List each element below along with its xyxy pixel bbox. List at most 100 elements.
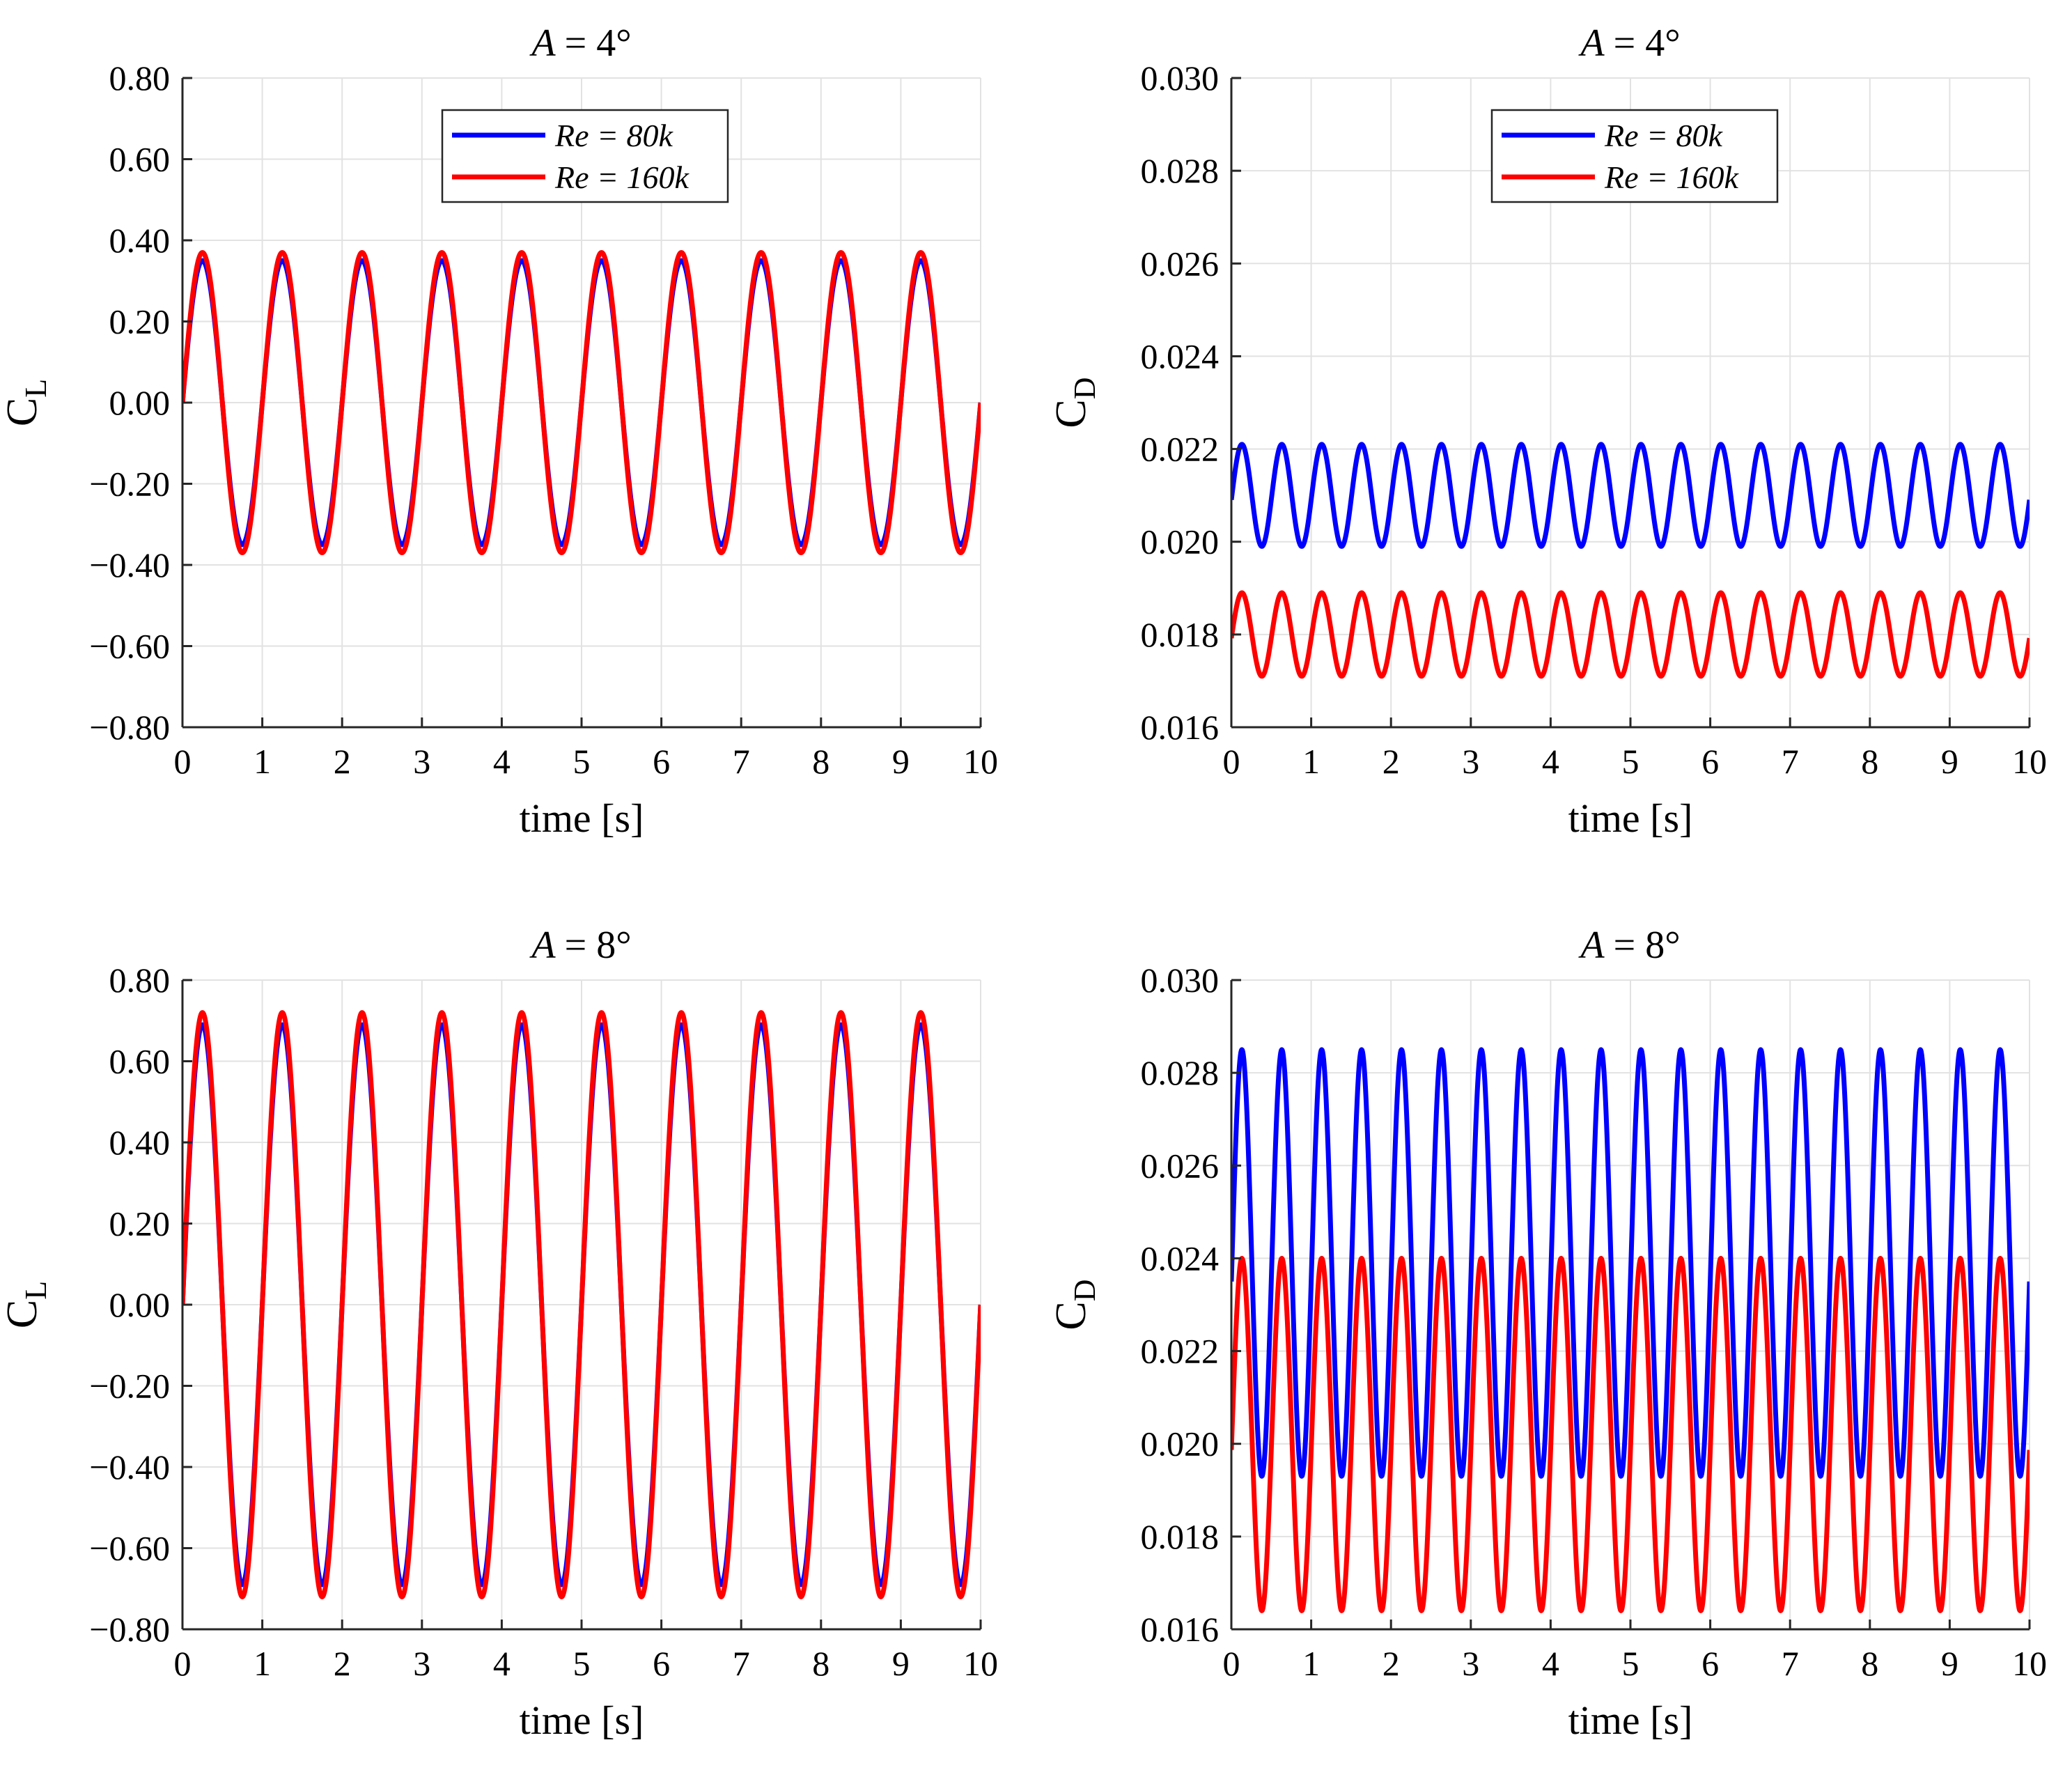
chart-title: A = 8° bbox=[529, 924, 631, 967]
y-tick-label: −0.20 bbox=[89, 465, 170, 504]
x-tick-label: 10 bbox=[963, 742, 998, 781]
y-axis-label: CD bbox=[1047, 377, 1102, 428]
x-tick-label: 7 bbox=[1782, 742, 1799, 781]
x-axis-label: time [s] bbox=[1568, 1698, 1693, 1743]
legend: Re = 80k Re = 160k bbox=[441, 109, 729, 203]
x-tick-label: 3 bbox=[1462, 1644, 1479, 1683]
y-tick-label: −0.60 bbox=[89, 627, 170, 666]
x-tick-label: 10 bbox=[2012, 742, 2047, 781]
x-tick-label: 0 bbox=[1223, 742, 1240, 781]
x-tick-label: 1 bbox=[254, 1644, 271, 1683]
x-tick-label: 9 bbox=[892, 1644, 910, 1683]
x-tick-label: 6 bbox=[1701, 742, 1719, 781]
x-tick-label: 2 bbox=[334, 1644, 351, 1683]
y-tick-label: −0.40 bbox=[89, 1447, 170, 1486]
y-tick-label: 0.026 bbox=[1141, 244, 1220, 283]
y-tick-label: 0.028 bbox=[1141, 151, 1220, 190]
y-tick-label: 0.60 bbox=[109, 140, 171, 179]
y-tick-label: −0.80 bbox=[89, 1610, 170, 1649]
y-tick-label: 0.026 bbox=[1141, 1146, 1220, 1185]
x-tick-label: 4 bbox=[1542, 1644, 1559, 1683]
x-tick-label: 5 bbox=[573, 1644, 591, 1683]
series-line-re-80k bbox=[1231, 1047, 2030, 1479]
x-axis-label: time [s] bbox=[520, 795, 644, 841]
y-tick-label: 0.20 bbox=[109, 302, 171, 341]
x-tick-label: 6 bbox=[653, 742, 670, 781]
x-tick-label: 1 bbox=[254, 742, 271, 781]
x-tick-label: 0 bbox=[174, 1644, 192, 1683]
series-line-re-160k bbox=[182, 249, 981, 556]
chart-title: A = 8° bbox=[1578, 924, 1680, 967]
y-tick-label: −0.40 bbox=[89, 545, 170, 584]
y-tick-label: 0.030 bbox=[1141, 59, 1220, 98]
x-tick-label: 5 bbox=[1622, 742, 1639, 781]
x-tick-label: 4 bbox=[493, 742, 511, 781]
x-tick-label: 2 bbox=[334, 742, 351, 781]
y-tick-label: −0.80 bbox=[89, 708, 170, 747]
chart-title: A = 4° bbox=[1578, 22, 1680, 65]
chart-panel-3: 0 1 2 3 4 5 6 7 8 9 10 −0.80 −0.60 −0.40 −0.20 0.00 0.20… bbox=[0, 924, 998, 1743]
x-tick-label: 8 bbox=[1861, 742, 1878, 781]
x-tick-label: 4 bbox=[1542, 742, 1559, 781]
y-tick-label: 0.018 bbox=[1141, 1517, 1220, 1556]
x-tick-label: 2 bbox=[1382, 1644, 1400, 1683]
y-tick-label: 0.024 bbox=[1141, 336, 1220, 375]
x-tick-label: 9 bbox=[892, 742, 910, 781]
series-group bbox=[1231, 1047, 2030, 1613]
chart-panel-2: 0 1 2 3 4 5 6 7 8 9 10 0.016 0.018 0.020 0.022 0.024 0.0… bbox=[1047, 22, 2047, 841]
x-tick-label: 7 bbox=[733, 1644, 750, 1683]
y-tick-label: 0.022 bbox=[1141, 1332, 1220, 1371]
y-tick-label: 0.40 bbox=[109, 221, 171, 260]
legend: Re = 80k Re = 160k bbox=[1490, 109, 1779, 203]
y-tick-label: 0.028 bbox=[1141, 1053, 1220, 1092]
x-tick-label: 4 bbox=[493, 1644, 511, 1683]
y-tick-label: 0.40 bbox=[109, 1123, 171, 1162]
y-tick-label: 0.030 bbox=[1141, 961, 1220, 1000]
y-tick-label: 0.60 bbox=[109, 1042, 171, 1081]
x-tick-label: 5 bbox=[1622, 1644, 1639, 1683]
x-tick-label: 8 bbox=[812, 1644, 829, 1683]
y-tick-label: 0.020 bbox=[1141, 1424, 1220, 1464]
y-tick-label: 0.016 bbox=[1141, 708, 1220, 747]
x-tick-label: 6 bbox=[653, 1644, 670, 1683]
y-tick-label: 0.016 bbox=[1141, 1610, 1220, 1649]
x-tick-label: 3 bbox=[1462, 742, 1479, 781]
x-tick-label: 10 bbox=[2012, 1644, 2047, 1683]
legend-label: Re = 160k bbox=[1604, 160, 1740, 195]
x-tick-label: 8 bbox=[1861, 1644, 1878, 1683]
x-tick-label: 0 bbox=[174, 742, 192, 781]
x-tick-label: 8 bbox=[812, 742, 829, 781]
y-tick-label: 0.20 bbox=[109, 1204, 171, 1243]
y-tick-label: 0.80 bbox=[109, 961, 171, 1000]
y-tick-label: 0.020 bbox=[1141, 522, 1220, 561]
legend-label: Re = 160k bbox=[554, 160, 690, 195]
x-axis-label: time [s] bbox=[1568, 795, 1693, 841]
chart-panel-4: 0 1 2 3 4 5 6 7 8 9 10 0.016 0.018 0.020 0.022 0.024 0.0… bbox=[1047, 924, 2047, 1743]
x-tick-label: 9 bbox=[1941, 742, 1958, 781]
legend-box bbox=[1490, 109, 1779, 203]
x-tick-label: 1 bbox=[1302, 1644, 1320, 1683]
x-tick-label: 3 bbox=[413, 742, 430, 781]
y-tick-label: 0.024 bbox=[1141, 1239, 1220, 1278]
legend-label: Re = 80k bbox=[554, 118, 674, 153]
series-group bbox=[182, 1010, 981, 1599]
series-line-re-160k bbox=[1231, 1255, 2030, 1613]
y-axis-label: CL bbox=[0, 1281, 53, 1328]
chart-title: A = 4° bbox=[529, 22, 631, 65]
y-tick-label: −0.60 bbox=[89, 1529, 170, 1568]
y-tick-label: 0.022 bbox=[1141, 430, 1220, 469]
x-tick-label: 9 bbox=[1941, 1644, 1958, 1683]
x-tick-label: 7 bbox=[733, 742, 750, 781]
x-tick-label: 6 bbox=[1701, 1644, 1719, 1683]
y-tick-label: 0.80 bbox=[109, 59, 171, 98]
y-tick-label: 0.00 bbox=[109, 1285, 171, 1324]
chart-panel-1: 0 1 2 3 4 5 6 7 8 9 10 −0.80 −0.60 −0.40 −0.20 0.00 0.20… bbox=[0, 22, 998, 841]
x-tick-label: 3 bbox=[413, 1644, 430, 1683]
y-axis-label: CL bbox=[0, 379, 53, 426]
y-axis-label: CD bbox=[1047, 1279, 1102, 1330]
y-tick-label: −0.20 bbox=[89, 1367, 170, 1406]
x-tick-label: 0 bbox=[1223, 1644, 1240, 1683]
series-line-re-160k bbox=[1231, 590, 2030, 679]
series-group bbox=[1231, 442, 2030, 679]
